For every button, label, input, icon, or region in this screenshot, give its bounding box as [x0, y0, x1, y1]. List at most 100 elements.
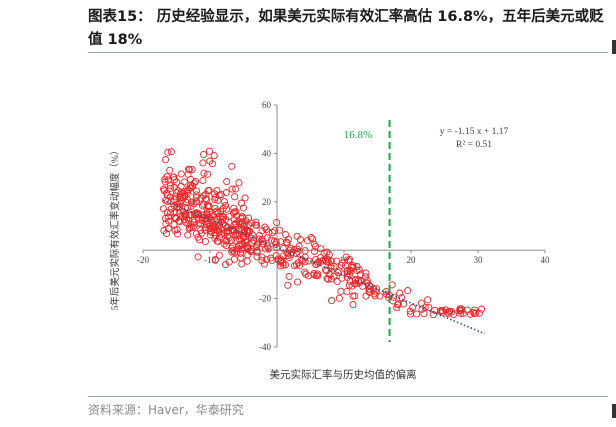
data-point — [177, 182, 185, 190]
data-point — [161, 196, 169, 204]
data-point — [404, 287, 412, 295]
data-point — [389, 297, 397, 305]
data-point — [290, 245, 298, 254]
data-point — [285, 272, 293, 280]
data-point — [195, 236, 203, 244]
source-note: 资料来源：Haver，华泰研究 — [88, 403, 244, 417]
x-tick-label: -10 — [204, 255, 216, 265]
data-point — [195, 211, 203, 219]
data-point — [166, 184, 175, 192]
data-point — [413, 310, 421, 318]
data-point — [188, 166, 196, 174]
data-point — [235, 179, 243, 187]
data-point — [238, 260, 246, 268]
data-point — [231, 193, 239, 201]
data-point — [236, 249, 244, 257]
data-point — [362, 269, 370, 277]
data-point — [166, 193, 174, 201]
data-point — [348, 282, 356, 290]
data-point — [167, 148, 175, 156]
data-point — [225, 258, 233, 266]
threshold-label: 16.8% — [344, 129, 372, 141]
data-point — [232, 229, 240, 237]
page-edge-mark — [612, 40, 616, 54]
data-point — [201, 237, 209, 246]
data-point — [310, 269, 318, 277]
data-point — [161, 175, 169, 183]
data-point — [263, 255, 271, 263]
data-point — [211, 204, 219, 212]
data-point — [324, 255, 332, 263]
data-point — [335, 294, 343, 302]
data-point — [285, 253, 293, 262]
data-point — [302, 270, 310, 278]
data-point — [265, 244, 273, 252]
x-axis-title: 美元实际汇率与历史均值的偏离 — [270, 368, 417, 381]
data-point — [293, 278, 302, 286]
data-point — [161, 178, 169, 186]
data-point — [327, 275, 335, 283]
y-axis-title: 5年后美元实际有效汇率变动幅度（%） — [109, 146, 121, 311]
data-point — [206, 157, 214, 165]
data-point — [197, 194, 205, 202]
data-point — [222, 205, 231, 213]
data-point — [470, 306, 479, 314]
data-point — [267, 254, 275, 262]
data-point — [349, 292, 357, 300]
x-tick-label: -20 — [137, 255, 149, 265]
data-point — [164, 225, 172, 233]
data-point — [222, 241, 230, 250]
data-point — [215, 233, 223, 241]
data-point — [425, 303, 433, 311]
data-point — [334, 268, 342, 276]
data-point — [215, 228, 223, 236]
data-point — [283, 239, 291, 247]
data-point — [202, 190, 210, 198]
data-point — [195, 216, 203, 224]
data-point — [417, 299, 425, 307]
data-point — [310, 247, 318, 255]
data-point — [337, 287, 345, 295]
data-point — [182, 218, 190, 226]
data-point — [394, 301, 402, 309]
data-point — [243, 257, 251, 265]
x-tick-label: 40 — [541, 255, 551, 265]
data-point — [344, 257, 353, 265]
data-point — [164, 148, 172, 156]
data-point — [176, 193, 184, 201]
data-point — [160, 226, 168, 235]
data-point — [172, 189, 181, 197]
data-point — [237, 199, 245, 207]
data-point — [201, 195, 210, 203]
data-point — [213, 237, 221, 245]
data-point — [219, 204, 227, 213]
data-point — [224, 223, 232, 231]
data-point — [185, 225, 193, 233]
data-point — [159, 205, 167, 213]
data-point — [215, 191, 223, 199]
data-point — [361, 273, 370, 281]
data-point — [160, 185, 168, 193]
data-point — [211, 196, 219, 204]
data-point — [431, 306, 439, 314]
data-point — [220, 240, 228, 248]
data-point — [271, 237, 279, 245]
y-tick-label: -20 — [259, 294, 271, 304]
data-point — [424, 296, 432, 304]
data-point — [372, 285, 381, 293]
data-point — [171, 213, 179, 221]
data-point — [183, 199, 191, 207]
data-point — [192, 191, 200, 199]
page-edge-mark — [612, 404, 616, 418]
data-point — [185, 165, 193, 173]
data-point — [184, 231, 192, 239]
data-point — [169, 173, 177, 181]
data-point — [190, 179, 198, 187]
data-point — [317, 253, 325, 262]
data-point — [180, 191, 188, 199]
data-point — [241, 194, 249, 202]
data-point — [252, 218, 260, 226]
data-point — [398, 294, 406, 302]
data-point — [222, 189, 230, 197]
data-point — [247, 234, 255, 242]
